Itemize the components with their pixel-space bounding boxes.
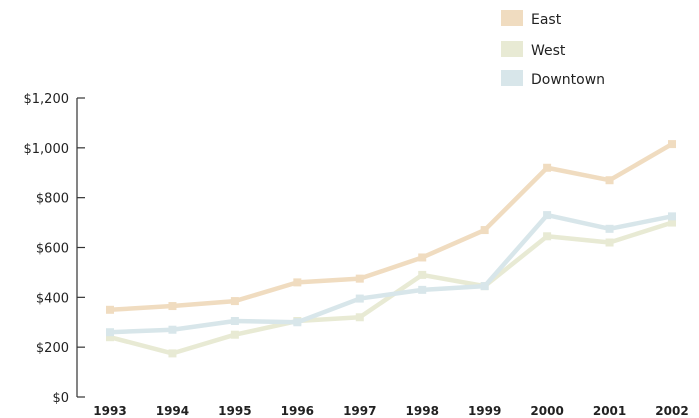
x-tick-label: 1999: [468, 404, 501, 418]
data-point: [668, 218, 676, 227]
x-tick-label: 1996: [281, 404, 314, 418]
data-point: [605, 238, 614, 247]
data-point: [168, 325, 177, 334]
x-tick-label: 1995: [218, 404, 251, 418]
legend-item-downtown: Downtown: [501, 70, 605, 88]
series-line: [109, 142, 674, 313]
legend-swatch: [501, 70, 523, 86]
data-point: [355, 313, 364, 322]
y-tick-label: $400: [36, 291, 69, 306]
data-point: [355, 274, 364, 283]
data-point: [668, 140, 676, 149]
y-tick-label: $1,000: [24, 142, 70, 157]
x-tick-label: 1993: [93, 404, 126, 418]
x-tick-label: 2000: [530, 404, 563, 418]
series-lines: [106, 140, 676, 358]
legend-item-west: West: [501, 41, 566, 59]
x-tick-label: 1997: [343, 404, 376, 418]
legend-label: East: [531, 12, 562, 28]
data-point: [293, 278, 302, 287]
y-tick-label: $1,200: [24, 92, 70, 107]
legend-item-east: East: [501, 10, 562, 28]
x-tick-label: 1998: [406, 404, 439, 418]
series-downtown: [106, 211, 676, 337]
y-axis: $0 $200 $400 $600 $800 $1,000 $1,200: [24, 92, 85, 406]
y-tick-label: $800: [36, 192, 69, 207]
data-point: [605, 224, 614, 233]
data-point: [168, 349, 177, 358]
y-tick-label: $0: [52, 391, 69, 406]
x-tick-label: 2001: [593, 404, 626, 418]
y-tick-label: $200: [36, 341, 69, 356]
x-tick-label: 1994: [156, 404, 189, 418]
data-point: [418, 253, 427, 262]
x-axis: 1993 1994 1995 1996 1997 1998 1999 2000 2001 2002: [93, 404, 688, 418]
data-point: [480, 226, 489, 235]
legend-label: West: [531, 43, 566, 59]
series-line: [109, 220, 673, 356]
data-point: [355, 294, 364, 303]
x-tick-label: 2002: [655, 404, 688, 418]
data-point: [543, 163, 552, 172]
data-point: [605, 176, 614, 185]
data-point: [168, 302, 177, 311]
data-point: [480, 282, 489, 291]
series-west: [106, 218, 676, 358]
data-point: [106, 305, 114, 314]
data-point: [106, 333, 114, 342]
data-point: [293, 318, 302, 327]
data-point: [230, 330, 239, 339]
legend-swatch: [501, 10, 523, 26]
legend: East West Downtown: [501, 10, 605, 88]
data-point: [543, 211, 552, 220]
series-line: [109, 212, 673, 335]
y-tick-label: $600: [36, 242, 69, 257]
data-point: [230, 317, 239, 326]
data-point: [418, 270, 427, 279]
data-point: [418, 285, 427, 294]
legend-label: Downtown: [531, 72, 605, 88]
data-point: [668, 212, 676, 221]
data-point: [106, 328, 114, 337]
series-east: [106, 140, 676, 314]
data-point: [543, 232, 552, 241]
legend-swatch: [501, 41, 523, 57]
data-point: [230, 297, 239, 306]
